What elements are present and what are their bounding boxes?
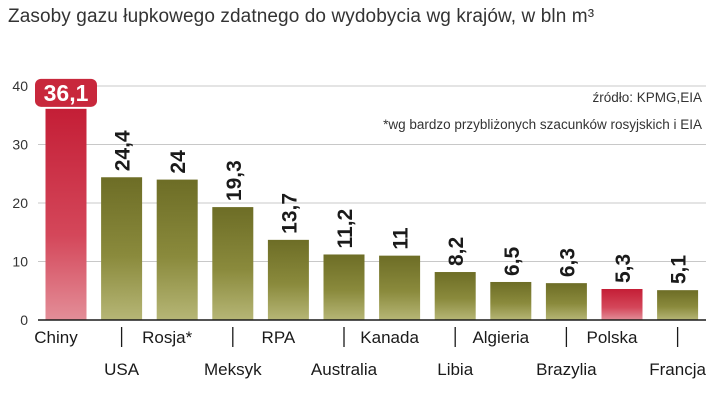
y-tick-label: 30 [12,137,28,153]
value-label: 6,3 [556,248,579,277]
x-tick-label: Libia [437,360,473,379]
value-label: 5,3 [612,254,635,283]
value-label: 5,1 [668,255,691,285]
x-tick-label: Chiny [34,328,78,347]
x-tick-label: Meksyk [204,360,262,379]
value-label: 24,4 [112,130,135,171]
bar-francja [657,290,699,320]
x-tick-label: Kanada [360,328,419,347]
source-note: źródło: KPMG,EIA [592,90,702,105]
bar-libia [434,272,476,320]
bar-australia [323,254,365,320]
value-label: 19,3 [223,160,246,201]
value-label: 13,7 [278,193,301,234]
bar-brazylia [545,283,587,320]
value-label: 11 [390,227,413,250]
y-tick-label: 40 [12,78,28,94]
x-tick-label: Australia [311,360,378,379]
value-label: 36,1 [44,80,89,106]
value-label: 8,2 [445,237,468,266]
x-tick-label: Brazylia [536,360,597,379]
x-tick-label: Algieria [472,328,529,347]
footnote: *wg bardzo przybliżonych szacunków rosyj… [383,117,702,132]
x-tick-label: USA [104,360,140,379]
value-label: 11,2 [334,209,357,249]
bar-usa [101,177,143,320]
y-tick-label: 20 [12,195,28,211]
y-tick-label: 10 [12,254,28,270]
value-label: 6,5 [501,246,524,276]
value-badge [35,78,97,107]
bar-rpa [267,239,309,320]
value-label: 24 [167,150,190,174]
bar-chiny [45,108,87,320]
chart-title: Zasoby gazu łupkowego zdatnego do wydoby… [8,6,595,27]
bar-polska [601,288,643,320]
x-tick-label: Polska [586,328,638,347]
y-tick-label: 0 [20,312,28,328]
bar-rosja [156,179,198,320]
x-tick-label: Rosja* [142,328,192,347]
bar-algieria [490,281,532,320]
bar-kanada [379,255,421,320]
bar-meksyk [212,207,254,320]
x-tick-label: Francja [649,360,706,379]
x-tick-label: RPA [262,328,296,347]
